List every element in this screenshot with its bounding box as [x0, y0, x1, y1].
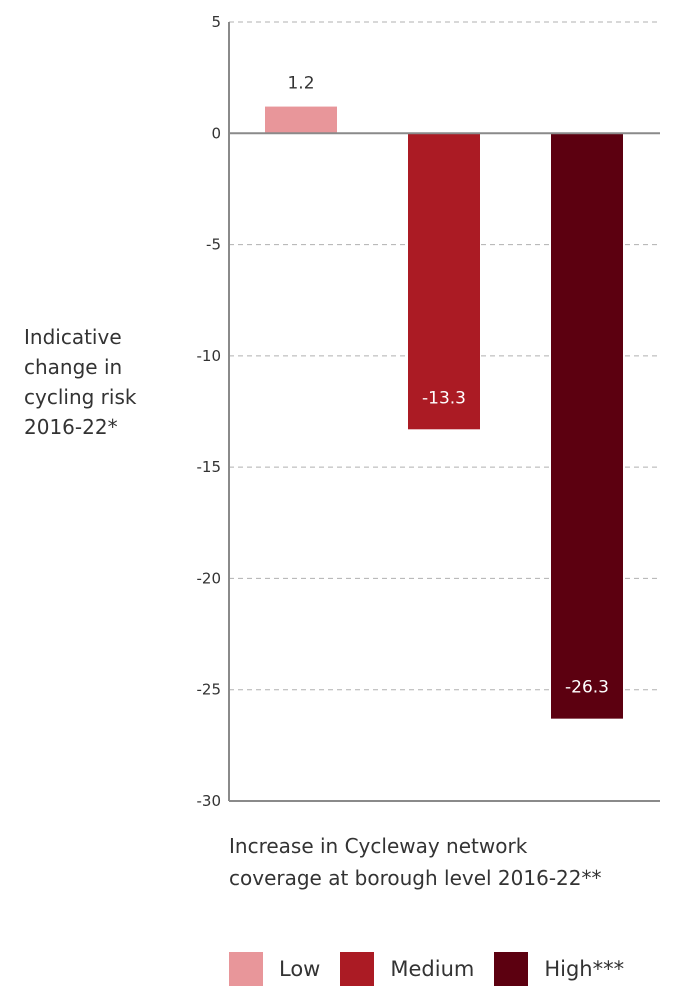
x-axis-label-line: Increase in Cycleway network: [229, 834, 528, 858]
y-axis-label-line: 2016-22*: [24, 415, 118, 439]
bar-high: [551, 133, 623, 719]
legend-item-low: Low: [229, 952, 320, 986]
legend-item-high: High***: [494, 952, 624, 986]
y-axis-label-line: change in: [24, 355, 123, 379]
data-label: -26.3: [565, 678, 609, 698]
y-axis-label-line: cycling risk: [24, 385, 137, 409]
y-axis-label: Indicative change in cycling risk 2016-2…: [24, 322, 174, 442]
y-axis-label-line: Indicative: [24, 325, 122, 349]
legend: Low Medium High***: [229, 952, 624, 986]
y-tick-label: -30: [197, 792, 222, 810]
legend-label-high: High***: [544, 957, 625, 981]
legend-swatch-low: [229, 952, 263, 986]
y-tick-label: -10: [197, 347, 222, 365]
legend-swatch-high: [494, 952, 529, 986]
legend-swatch-medium: [340, 952, 375, 986]
data-label: 1.2: [287, 74, 314, 94]
legend-label-low: Low: [279, 957, 321, 981]
y-tick-label: 0: [211, 124, 221, 142]
legend-label-medium: Medium: [390, 957, 475, 981]
bar-medium: [408, 133, 480, 430]
y-tick-label: -20: [197, 569, 222, 587]
y-tick-label: -25: [197, 681, 222, 699]
y-tick-label: -5: [206, 236, 221, 254]
x-axis-label-line: coverage at borough level 2016-22**: [229, 866, 602, 890]
data-label: -13.3: [422, 388, 466, 408]
y-tick-label: 5: [211, 13, 221, 31]
bar-low: [265, 106, 337, 134]
y-tick-label: -15: [197, 458, 222, 476]
legend-item-medium: Medium: [340, 952, 474, 986]
x-axis-label: Increase in Cycleway network coverage at…: [229, 830, 679, 894]
